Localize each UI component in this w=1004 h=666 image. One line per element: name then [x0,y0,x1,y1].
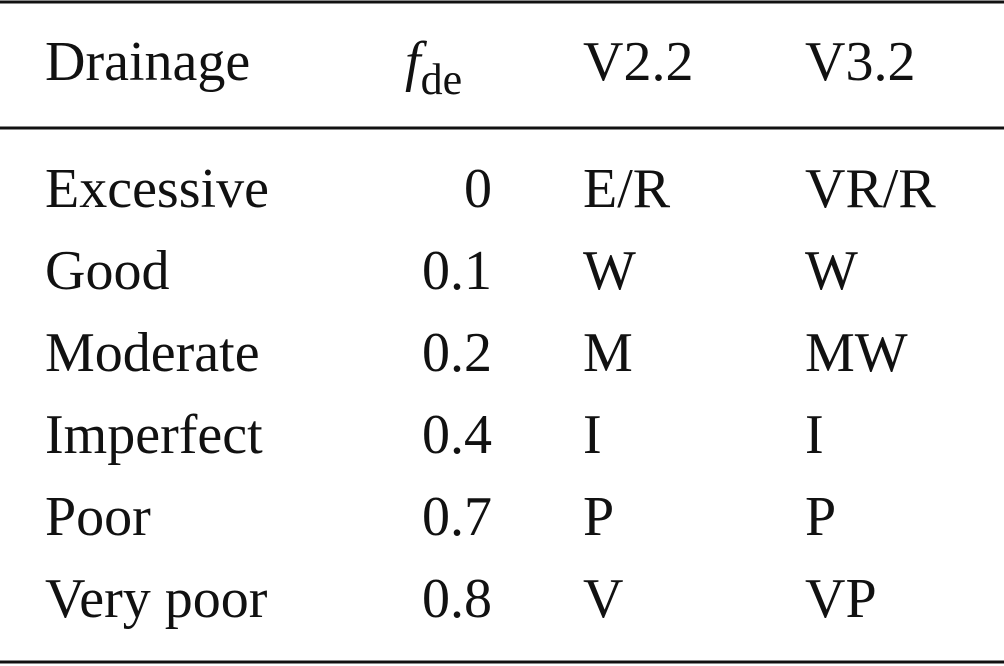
header-cell: Drainage [45,31,250,93]
header-cell: fde [405,31,462,104]
table-cell: 0.1 [422,240,492,302]
table-cell: M [583,322,633,384]
table-cell: I [583,404,602,466]
table-cell: Poor [45,486,151,548]
table-cell: Good [45,240,169,302]
table-cell: P [805,486,836,548]
header-cell: V2.2 [583,31,693,93]
table-cell: V [583,568,623,630]
table-cell: Very poor [45,568,268,630]
table-cell: I [805,404,824,466]
table-cell: 0.7 [422,486,492,548]
table-cell: 0.8 [422,568,492,630]
table-cell: W [583,240,636,302]
table-cell: VP [805,568,877,630]
header-cell: V3.2 [805,31,915,93]
table-cell: 0 [464,158,492,220]
table-cell: Imperfect [45,404,263,466]
table-cell: Moderate [45,322,260,384]
table-cell: Excessive [45,158,269,220]
table-cell: E/R [583,158,671,220]
table-cell: W [805,240,858,302]
table-cell: VR/R [805,158,936,220]
table-cell: 0.2 [422,322,492,384]
table-cell: 0.4 [422,404,492,466]
table-cell: MW [805,322,908,384]
header-subscript: de [421,55,463,104]
table-cell: P [583,486,614,548]
